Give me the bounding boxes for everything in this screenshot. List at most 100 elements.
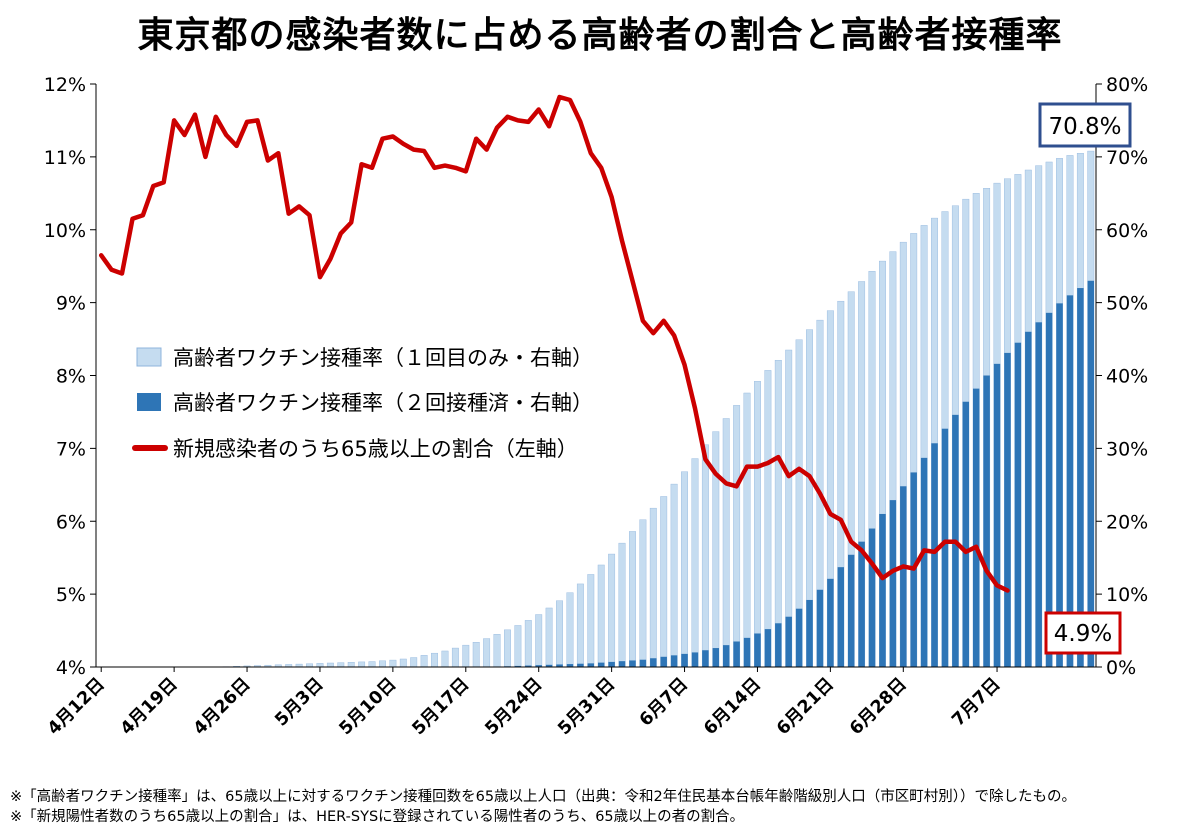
- x-tick-label: 6月14日: [700, 674, 765, 739]
- y-left-tick-label: 11%: [44, 147, 86, 169]
- legend: 高齢者ワクチン接種率（１回目のみ・右軸） 高齢者ワクチン接種率（２回接種済・右軸）…: [132, 346, 593, 461]
- y-right-tick-label: 20%: [1106, 511, 1148, 533]
- bar-first-dose: [493, 634, 501, 668]
- callout-box-first-dose: [1038, 102, 1132, 148]
- bar-first-dose: [545, 607, 553, 668]
- y-left-tick-label: 4%: [56, 657, 86, 679]
- bar-second-dose: [775, 623, 782, 667]
- y-right-tick-label: 70%: [1106, 147, 1148, 169]
- x-tick-label: 5月3日: [271, 674, 327, 730]
- bar-second-dose: [1087, 280, 1095, 667]
- bar-second-dose: [722, 645, 730, 667]
- bar-second-dose: [806, 599, 813, 667]
- bar-first-dose: [566, 592, 574, 668]
- x-tick-label: 5月31日: [554, 674, 619, 739]
- bar-second-dose: [670, 655, 678, 667]
- y-left-tick-label: 8%: [56, 366, 86, 388]
- bar-second-dose: [608, 661, 615, 667]
- bar-second-dose: [1004, 352, 1011, 667]
- callout-box-ratio: [1044, 611, 1122, 655]
- callout-ratio-value: 4.9%: [1054, 621, 1112, 647]
- x-tick-label: 6月28日: [846, 674, 911, 739]
- footnote-1: ※「高齢者ワクチン接種率」は、65歳以上に対するワクチン接種回数を65歳以上人口…: [10, 789, 1077, 805]
- x-tick-label: 4月26日: [190, 674, 255, 739]
- bar-first-dose: [410, 657, 418, 668]
- x-tick-label: 5月24日: [482, 674, 547, 739]
- bar-second-dose: [587, 663, 595, 667]
- bar-first-dose: [389, 659, 397, 668]
- bar-second-dose: [639, 659, 647, 667]
- bar-first-dose: [316, 663, 324, 668]
- bar-first-dose: [629, 531, 636, 668]
- bar-second-dose: [691, 652, 699, 667]
- bar-second-dose: [972, 388, 980, 667]
- bar-first-dose: [347, 662, 355, 668]
- bar-first-dose: [764, 370, 772, 668]
- bar-first-dose: [556, 600, 563, 668]
- x-tick-label: 7月7日: [948, 674, 1004, 730]
- bar-first-dose: [587, 574, 595, 668]
- bar-second-dose: [993, 363, 1001, 667]
- bar-first-dose: [754, 381, 761, 668]
- bar-second-dose: [900, 486, 907, 667]
- bar-second-dose: [847, 554, 855, 667]
- bar-first-dose: [681, 471, 688, 668]
- bar-first-dose: [337, 662, 345, 668]
- x-tick-label: 4月19日: [117, 674, 182, 739]
- bar-first-dose: [743, 392, 751, 668]
- bar-second-dose: [733, 641, 740, 667]
- bar-second-dose: [1066, 295, 1074, 667]
- bar-second-dose: [868, 528, 876, 667]
- y-right-tick-label: 50%: [1106, 293, 1148, 315]
- bar-first-dose: [639, 519, 647, 668]
- bar-first-dose: [608, 553, 616, 668]
- x-tick-label: 5月10日: [336, 674, 401, 739]
- bar-second-dose: [889, 500, 897, 667]
- chart-title: 東京都の感染者数に占める高齢者の割合と高齢者接種率: [137, 15, 1063, 56]
- y-right-tick-label: 10%: [1106, 584, 1148, 606]
- y-right-tick-label: 80%: [1106, 74, 1148, 96]
- bar-first-dose: [722, 418, 730, 668]
- ratio-line-series: [98, 94, 1010, 593]
- bar-second-dose: [1056, 303, 1063, 667]
- x-tick-label: 5月17日: [409, 674, 474, 739]
- bar-second-dose: [545, 664, 553, 667]
- bar-second-dose: [941, 428, 949, 667]
- bar-first-dose: [649, 507, 657, 668]
- bar-second-dose: [597, 662, 605, 667]
- bar-first-dose: [326, 662, 334, 668]
- bar-first-dose: [524, 620, 532, 668]
- bar-second-dose: [879, 513, 886, 667]
- y-left-tick-label: 7%: [56, 438, 86, 460]
- bar-first-dose: [691, 458, 699, 668]
- bar-second-dose: [827, 578, 834, 667]
- bar-first-dose: [504, 629, 511, 668]
- bar-second-dose: [712, 648, 720, 667]
- bar-second-dose: [920, 457, 928, 667]
- legend-label-first: 高齢者ワクチン接種率（１回目のみ・右軸）: [173, 346, 593, 370]
- y-right-tick-label: 30%: [1106, 438, 1148, 460]
- bar-second-dose: [837, 567, 845, 667]
- bar-first-dose: [451, 647, 459, 668]
- y-right-tick-label: 60%: [1106, 220, 1148, 242]
- callout-first-dose-value: 70.8%: [1048, 114, 1121, 140]
- bar-first-dose: [358, 661, 366, 668]
- bar-second-dose: [1035, 322, 1042, 667]
- bar-first-dose: [514, 625, 522, 668]
- bar-first-dose: [420, 655, 428, 668]
- bar-first-dose: [535, 614, 543, 668]
- footnote-2: ※「新規陽性者数のうち65歳以上の割合」は、HER-SYSに登録されている陽性者…: [10, 809, 745, 825]
- bar-first-dose: [660, 496, 668, 668]
- x-tick-label: 6月21日: [773, 674, 838, 739]
- callout-layer: 70.8% 4.9%: [1038, 102, 1132, 655]
- bar-first-dose: [597, 564, 605, 668]
- y-left-tick-label: 5%: [56, 584, 86, 606]
- bar-first-dose: [472, 642, 480, 668]
- legend-swatch-second: [137, 393, 161, 411]
- bar-first-dose: [483, 638, 491, 668]
- y-left-tick-label: 10%: [44, 220, 86, 242]
- bar-second-dose: [1077, 288, 1084, 667]
- bar-first-dose: [462, 644, 470, 668]
- bar-first-dose: [399, 658, 407, 668]
- bar-second-dose: [566, 664, 574, 667]
